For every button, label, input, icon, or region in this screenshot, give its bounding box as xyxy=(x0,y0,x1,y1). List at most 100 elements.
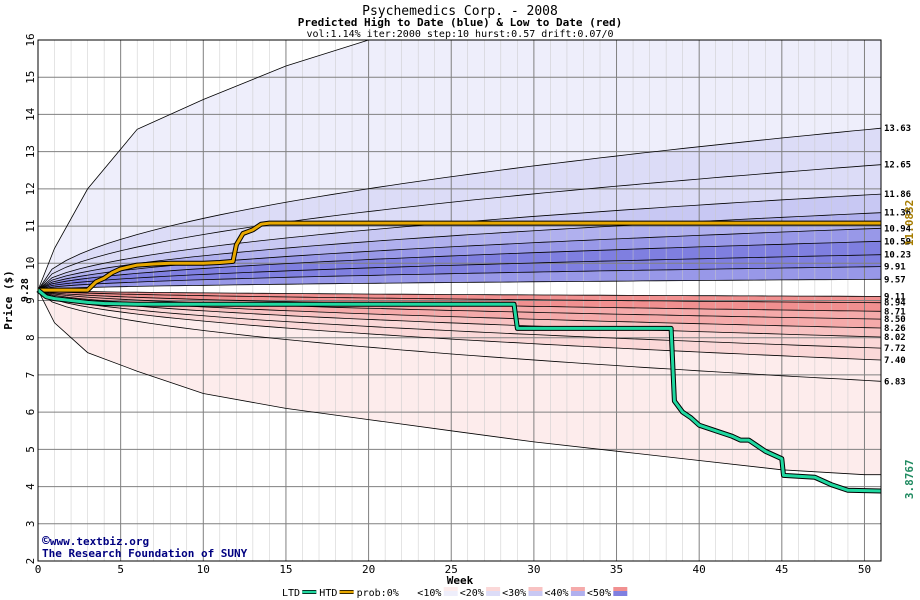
quantile-line xyxy=(37,240,882,291)
band-low-5 xyxy=(38,290,881,337)
quantile-end-label: 7.72 xyxy=(884,344,906,354)
band-median xyxy=(38,279,881,297)
y-tick-label: 3 xyxy=(24,520,37,527)
legend-box-0-low xyxy=(401,587,416,591)
ltd-final-label: 3.8767 xyxy=(903,459,916,499)
htd-final-label: 11.0832 xyxy=(903,200,916,246)
envelope-lower xyxy=(37,289,881,476)
plot-frame xyxy=(37,39,882,562)
y-axis-label: Price ($) xyxy=(2,270,15,330)
chart-title: Psychemedics Corp. - 2008 xyxy=(362,4,558,19)
legend-ltd-label: LTD xyxy=(282,588,300,599)
envelope-lines xyxy=(37,39,881,476)
x-tick-label: 45 xyxy=(775,563,788,576)
quantile-end-label: 11.86 xyxy=(884,190,911,200)
quantile-line xyxy=(37,289,882,349)
legend-bin-label: <40% xyxy=(545,588,569,599)
y-tick-label: 11 xyxy=(24,219,37,232)
quantile-lines xyxy=(37,127,882,382)
x-tick-label: 15 xyxy=(279,563,292,576)
quantile-line xyxy=(37,266,882,291)
chart-subtitle: Predicted High to Date (blue) & Low to D… xyxy=(298,16,623,29)
band-high-0 xyxy=(38,40,881,291)
y-axis-ticks: 2 3 4 5 6 7 8 9 10 11 12 13 14 15 16 xyxy=(24,33,37,564)
y-tick-label: 8 xyxy=(24,334,37,341)
y-tick-label: 4 xyxy=(24,483,37,490)
x-axis-label: Week xyxy=(447,574,474,587)
legend-prob-label: prob:0% xyxy=(357,588,399,599)
credit-org: The Research Foundation of SUNY xyxy=(42,547,248,560)
y-tick-label: 5 xyxy=(24,446,37,453)
quantile-end-label: 8.02 xyxy=(884,333,906,343)
quantile-end-label: 10.23 xyxy=(884,251,911,261)
legend-bin-label: <10% xyxy=(417,588,441,599)
copyright-symbol: © xyxy=(42,534,50,549)
x-tick-label: 20 xyxy=(362,563,375,576)
legend-box-2-low xyxy=(486,587,501,591)
y-tick-label: 15 xyxy=(24,71,37,84)
x-tick-label: 10 xyxy=(197,563,210,576)
y-tick-label: 16 xyxy=(24,33,37,46)
y-tick-label: 7 xyxy=(24,372,37,379)
quantile-end-label: 6.83 xyxy=(884,377,906,387)
legend-bin-label: <20% xyxy=(460,588,484,599)
quantile-end-label: 8.94 xyxy=(884,299,906,309)
quantile-line xyxy=(37,289,882,361)
quantile-end-label: 8.71 xyxy=(884,307,906,317)
quantile-end-label: 10.94 xyxy=(884,224,912,234)
legend-box-4-low xyxy=(570,587,585,591)
x-tick-label: 25 xyxy=(445,563,458,576)
x-tick-label: 35 xyxy=(610,563,623,576)
quantile-end-labels: 13.63 12.65 11.86 11.36 10.94 10.59 10.23 9.91 9… xyxy=(884,124,912,387)
legend-box-1-low xyxy=(443,587,458,591)
quantile-line xyxy=(37,164,882,291)
band-low-3 xyxy=(38,290,881,320)
x-tick-label: 0 xyxy=(35,563,42,576)
quantile-line xyxy=(37,212,882,291)
quantile-line xyxy=(37,127,882,291)
legend-box-3-low xyxy=(528,587,543,591)
quantile-line xyxy=(37,289,882,382)
quantile-end-label: 9.57 xyxy=(884,275,906,285)
x-tick-label: 40 xyxy=(693,563,706,576)
y-tick-label: 10 xyxy=(24,257,37,270)
credit-site[interactable]: ©www.textbiz.org xyxy=(42,534,149,549)
legend-box-4-high xyxy=(570,591,585,596)
legend: LTD HTD prob:0% <10% <20% <30% <40% <50% xyxy=(282,587,628,599)
y-tick-label: 14 xyxy=(24,107,37,121)
x-tick-label: 30 xyxy=(527,563,540,576)
x-tick-label: 50 xyxy=(858,563,871,576)
legend-box-1-high xyxy=(443,591,458,596)
htd-line xyxy=(38,221,881,292)
credit-site-text: www.textbiz.org xyxy=(50,535,149,548)
legend-box-5-low xyxy=(613,587,628,591)
band-low-4 xyxy=(38,290,881,328)
quantile-end-label: 8.26 xyxy=(884,324,906,334)
envelope-upper xyxy=(37,39,419,291)
legend-box-3-high xyxy=(528,591,543,596)
band-high-3 xyxy=(38,194,881,291)
quantile-end-label: 11.36 xyxy=(884,209,911,219)
quantile-end-label: 12.65 xyxy=(884,161,911,171)
y-tick-label: 13 xyxy=(24,145,37,158)
y-tick-label: 12 xyxy=(24,182,37,195)
band-high-4 xyxy=(38,212,881,291)
y-tick-label: 9 xyxy=(24,297,37,304)
band-high-6 xyxy=(38,241,881,291)
chart-params: vol:1.14% iter:2000 step:10 hurst:0.57 d… xyxy=(306,29,613,40)
quantile-end-label: 8.50 xyxy=(884,315,906,325)
x-tick-label: 5 xyxy=(117,563,124,576)
quantile-line xyxy=(37,289,882,304)
start-price-label: 9.28 xyxy=(20,278,31,302)
quantile-line xyxy=(37,254,882,291)
band-high-1 xyxy=(38,128,881,291)
legend-bin-label: <50% xyxy=(587,588,611,599)
x-axis-ticks: 0 5 10 15 20 25 30 35 40 45 50 xyxy=(35,563,871,576)
y-tick-label: 6 xyxy=(24,409,37,416)
quantile-line xyxy=(37,289,881,297)
ltd-line xyxy=(37,288,882,493)
quantile-end-label: 9.11 xyxy=(884,292,906,302)
quantile-line xyxy=(37,289,882,338)
quantile-end-label: 13.63 xyxy=(884,124,911,134)
